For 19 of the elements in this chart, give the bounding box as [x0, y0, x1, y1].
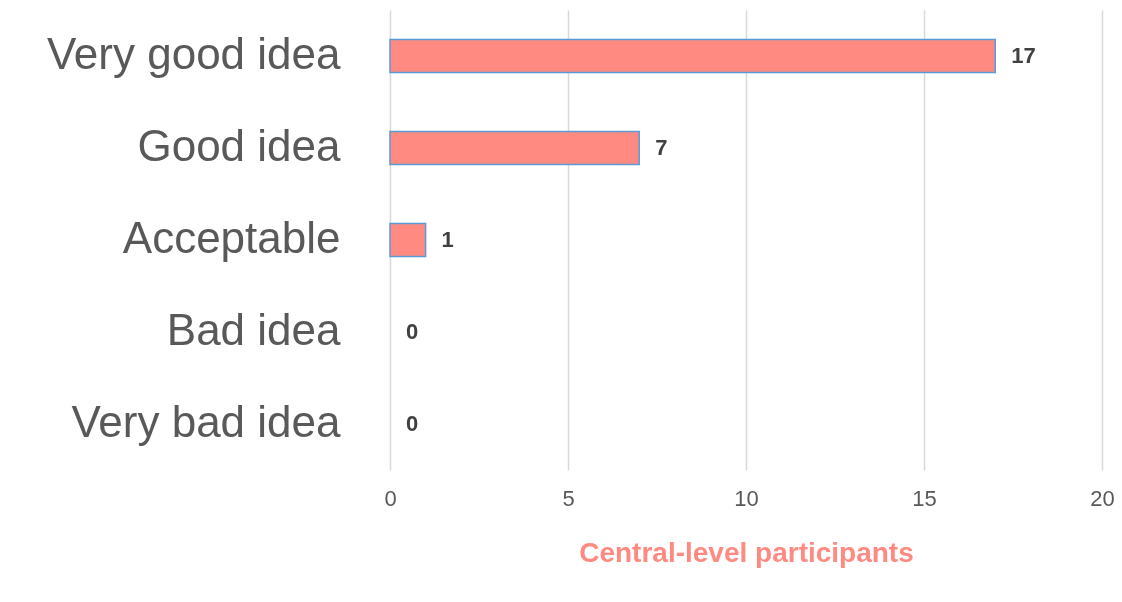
y-tick-label: Very good idea — [46, 29, 342, 78]
x-axis-title: Central-level participants — [579, 536, 914, 568]
x-tick-label: 15 — [912, 485, 937, 511]
data-label: 7 — [655, 135, 668, 160]
bar — [389, 222, 427, 258]
x-tick-label: 0 — [384, 485, 397, 511]
bar — [389, 38, 996, 74]
y-tick-label: Very bad idea — [71, 397, 342, 446]
data-label: 1 — [441, 227, 454, 252]
x-tick-label: 20 — [1090, 485, 1115, 511]
x-tick-label: 10 — [734, 485, 759, 511]
data-label: 17 — [1011, 43, 1036, 68]
y-tick-label: Acceptable — [122, 213, 341, 262]
y-tick-label: Bad idea — [166, 305, 342, 354]
data-label: 0 — [406, 411, 419, 436]
y-tick-label: Good idea — [137, 121, 342, 170]
bar — [389, 130, 640, 166]
data-label: 0 — [406, 319, 419, 344]
x-tick-label: 5 — [562, 485, 575, 511]
